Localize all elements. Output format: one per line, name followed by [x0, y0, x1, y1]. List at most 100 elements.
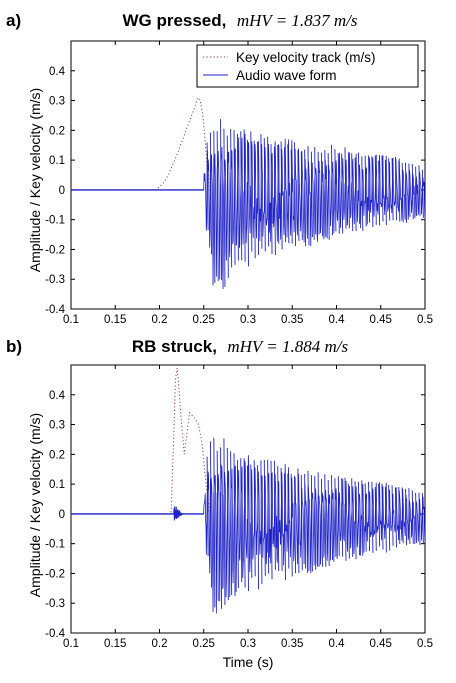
audio-cycle-spike: [263, 138, 266, 252]
audio-cycle-spike: [290, 149, 293, 244]
panel-label: b): [6, 337, 22, 356]
audio-cycle-spike: [381, 483, 384, 550]
audio-cycle-spike: [334, 149, 337, 232]
plot-area: 0.1 0.15 0.2 0.25 0.3 0.35 0.4 0.45 0.5 -0.4 -0.3 -…: [45, 40, 433, 326]
audio-cycle-spike: [401, 163, 404, 223]
audio-cycle-spike: [344, 147, 347, 229]
legend-box: [196, 44, 419, 88]
audio-cycle-spike: [351, 153, 354, 232]
audio-cycle-spike: [378, 160, 381, 226]
legend: Key velocity track (m/s) Audio wave form: [196, 44, 419, 88]
y-tick-label: 0.2: [49, 449, 65, 461]
audio-cycle-spike: [247, 139, 249, 267]
audio-cycle-spike: [233, 453, 236, 597]
x-tick-label: 0.25: [193, 314, 215, 326]
audio-cycle-spike: [371, 156, 374, 228]
audio-cycle-spike: [304, 474, 307, 569]
audio-cycle-spike: [327, 153, 330, 240]
audio-cycle-spike: [307, 146, 310, 246]
audio-waveform-line: [203, 133, 426, 289]
y-tick-label: 0.3: [49, 420, 65, 432]
y-axis-label: Amplitude / Key velocity (m/s): [27, 413, 43, 597]
chart-title-math: mHV = 1.884 m/s: [227, 337, 348, 356]
audio-cycle-spike: [405, 488, 407, 546]
audio-cycle-spike: [257, 465, 260, 590]
audio-cycle-spike: [337, 153, 340, 234]
audio-cycle-spike: [418, 492, 421, 545]
audio-cycle-spike: [374, 487, 377, 551]
audio-cycle-spike: [257, 141, 260, 255]
x-tick-label: 0.5: [417, 314, 433, 326]
x-tick-label: 0.15: [104, 638, 126, 650]
y-tick-label: 0.1: [49, 479, 65, 491]
audio-cycle-spike: [267, 459, 270, 574]
y-tick-label: -0.4: [45, 628, 65, 640]
x-tick-label: 0.4: [329, 638, 346, 650]
audio-cycle-spike: [310, 151, 313, 238]
audio-cycle-spike: [307, 470, 310, 571]
x-tick-label: 0.4: [329, 314, 346, 326]
audio-waveform-series: [71, 437, 426, 614]
x-tick-label: 0.2: [152, 638, 168, 650]
chart-title-math: mHV = 1.837 m/s: [237, 11, 358, 30]
audio-cycle-spike: [243, 458, 246, 588]
y-tick-label: -0.2: [45, 568, 65, 580]
audio-cycle-spike: [358, 481, 360, 556]
audio-cycle-spike: [421, 169, 424, 218]
audio-cycle-spike: [243, 129, 246, 262]
audio-cycle-spike: [206, 456, 209, 557]
key-velocity-series: [71, 367, 210, 515]
audio-cycle-spike: [361, 480, 364, 556]
audio-cycle-spike: [304, 149, 307, 247]
audio-cycle-spike: [331, 475, 333, 560]
audio-cycle-spike: [277, 145, 280, 244]
audio-cycle-spike: [284, 147, 286, 242]
audio-cycle-spike: [411, 163, 414, 220]
audio-cycle-spike: [253, 460, 256, 577]
y-tick-label: -0.2: [45, 244, 65, 256]
audio-cycle-spike: [364, 483, 367, 552]
y-tick-label: -0.4: [45, 304, 65, 316]
y-tick-label: -0.1: [45, 215, 65, 227]
audio-cycle-spike: [384, 486, 387, 553]
audio-cycle-spike: [226, 447, 229, 601]
chart-title: WG pressed, mHV = 1.837 m/s: [122, 11, 357, 30]
y-tick-label: 0.4: [49, 66, 66, 78]
audio-cycle-spike: [358, 152, 360, 224]
audio-cycle-spike: [273, 146, 276, 256]
audio-cycle-spike: [347, 152, 350, 229]
audio-cycle-spike: [230, 451, 233, 596]
audio-cycle-spike: [351, 478, 354, 557]
audio-cycle-spike: [415, 492, 418, 544]
x-tick-label: 0.2: [152, 314, 168, 326]
x-tick-label: 0.3: [240, 314, 256, 326]
audio-cycle-spike: [287, 473, 290, 569]
audio-cycle-spike: [270, 144, 273, 255]
audio-cycle-spike: [267, 136, 270, 247]
audio-cycle-spike: [226, 135, 229, 278]
audio-cycle-spike: [408, 163, 411, 217]
audio-cycle-spike: [263, 459, 266, 576]
audio-cycle-spike: [331, 144, 333, 236]
audio-cycle-spike: [233, 130, 236, 265]
chart-title-text: RB struck,: [132, 337, 217, 356]
audio-cycle-spike: [327, 480, 330, 566]
x-tick-label: 0.1: [63, 638, 79, 650]
x-tick-label: 0.35: [281, 314, 303, 326]
legend-audio-label: Audio wave form: [236, 68, 337, 83]
audio-cycle-spike: [368, 481, 370, 551]
x-tick-label: 0.45: [370, 638, 392, 650]
audio-cycle-spike: [314, 476, 317, 570]
legend-velocity-label: Key velocity track (m/s): [236, 50, 376, 65]
audio-cycle-spike: [210, 441, 212, 588]
x-tick-label: 0.45: [370, 314, 392, 326]
audio-cycle-spike: [354, 157, 357, 232]
audio-cycle-spike: [290, 473, 293, 577]
audio-cycle-spike: [260, 134, 263, 249]
panel-a: a) WG pressed, mHV = 1.837 m/s Amplitude…: [6, 11, 433, 326]
audio-cycle-spike: [213, 437, 216, 608]
audio-cycle-spike: [371, 481, 374, 553]
x-axis-label: Time (s): [223, 654, 274, 670]
audio-cycle-spike: [230, 129, 233, 268]
